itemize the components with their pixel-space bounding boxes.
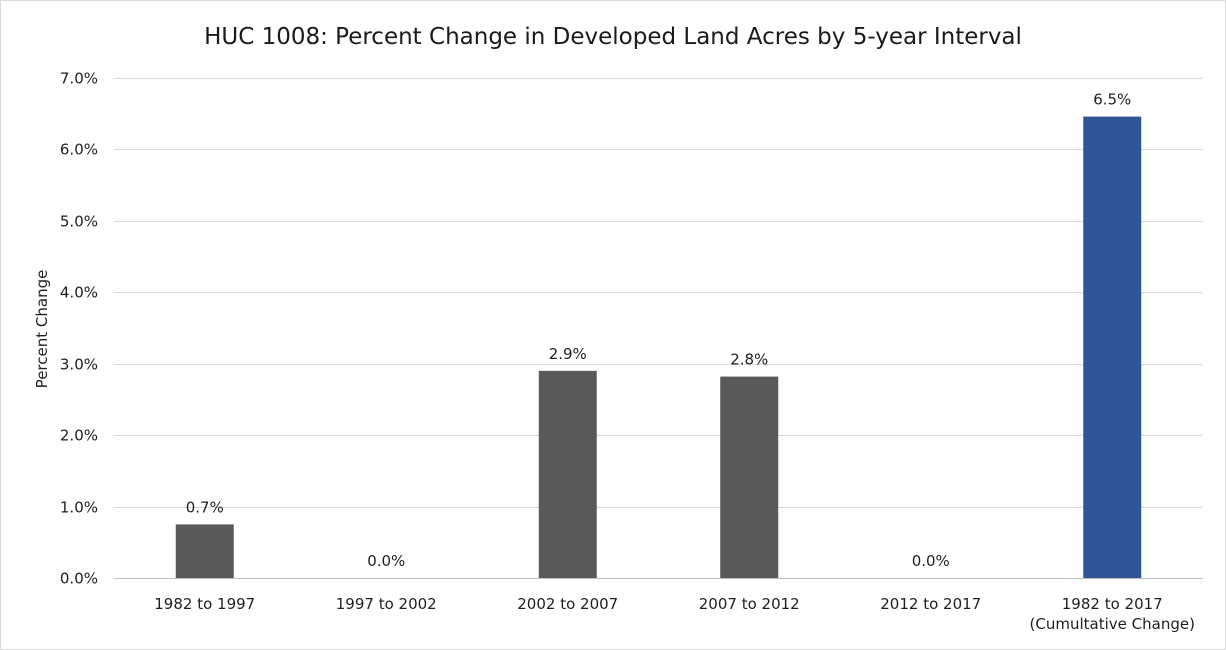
data-label: 2.9% (549, 345, 587, 363)
x-tick-label: 2012 to 2017 (880, 595, 981, 613)
bar (175, 524, 234, 578)
y-axis-ticks: 0.0% 1.0% 2.0% 3.0% 4.0% 5.0% 6.0% 7.0% (60, 70, 98, 588)
data-label: 0.7% (186, 498, 224, 516)
bar (1083, 116, 1142, 579)
y-tick-label: 2.0% (60, 427, 98, 445)
y-tick-label: 1.0% (60, 499, 98, 517)
bar (720, 376, 779, 578)
y-tick-label: 0.0% (60, 570, 98, 588)
data-label: 6.5% (1093, 91, 1131, 109)
x-tick-label: 2007 to 2012 (699, 595, 800, 613)
gridlines (114, 78, 1203, 579)
data-labels: 0.7% 0.0% 2.9% 2.8% 0.0% 6.5% (186, 91, 1132, 570)
chart-title: HUC 1008: Percent Change in Developed La… (204, 24, 1022, 50)
bar (538, 370, 597, 578)
x-axis-ticks: 1982 to 1997 1997 to 2002 2002 to 2007 2007… (154, 595, 1195, 633)
x-tick-label: 1982 to 2017 (Cumultative Change) (1030, 595, 1195, 633)
y-tick-label: 7.0% (60, 70, 98, 88)
x-tick-label: 1982 to 1997 (154, 595, 255, 613)
data-label: 2.8% (730, 351, 768, 369)
y-tick-label: 5.0% (60, 213, 98, 231)
y-axis-title: Percent Change (33, 270, 51, 389)
x-tick-label: 1997 to 2002 (336, 595, 437, 613)
data-label: 0.0% (912, 552, 950, 570)
y-tick-label: 6.0% (60, 141, 98, 159)
y-tick-label: 3.0% (60, 356, 98, 374)
x-tick-label: 2002 to 2007 (517, 595, 618, 613)
y-tick-label: 4.0% (60, 284, 98, 302)
data-label: 0.0% (367, 552, 405, 570)
bars (175, 116, 1142, 579)
